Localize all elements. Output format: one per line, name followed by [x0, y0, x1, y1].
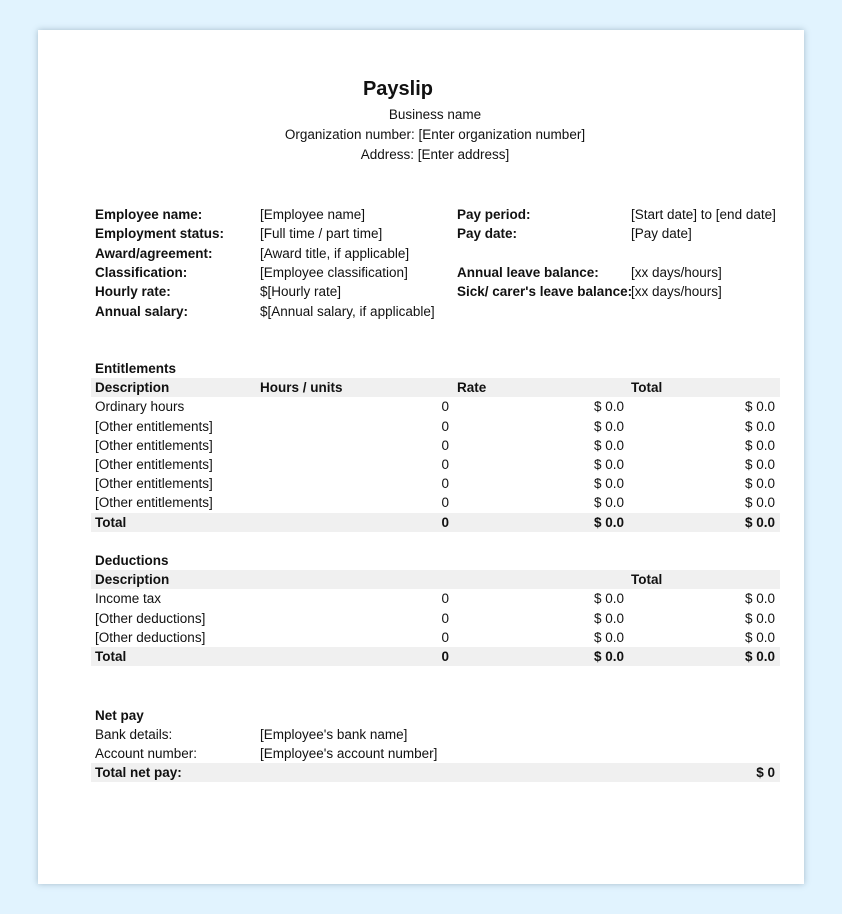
employee-field-value: [Employee name] [260, 207, 366, 222]
employee-field-label: Award/agreement: [95, 245, 213, 261]
cell-hours: 0 [441, 399, 449, 415]
column-header: Total [631, 380, 663, 396]
cell-hours: 0 [441, 591, 449, 607]
cell-description: [Other entitlements] [95, 437, 213, 453]
cell-hours: 0 [441, 437, 449, 453]
account-number-value: [Employee's account number] [260, 746, 438, 761]
cell-description: [Other deductions] [95, 610, 206, 626]
employee-field-label: Hourly rate: [95, 284, 171, 300]
cell-rate: $ 0.0 [593, 418, 624, 434]
header-band [91, 570, 780, 590]
pay-field-value: [Start date] to [end date] [631, 207, 776, 222]
column-header: Description [95, 380, 170, 396]
cell-description: [Other deductions] [95, 629, 206, 645]
employee-field-label: Classification: [95, 264, 188, 280]
organization-number: Organization number: [Enter organization… [284, 127, 586, 142]
cell-description: Ordinary hours [95, 399, 185, 415]
net-pay-title: Net pay [95, 708, 144, 723]
address: Address: [Enter address] [360, 147, 510, 162]
cell-rate: $ 0.0 [593, 495, 624, 511]
cell-total: $ 0.0 [744, 649, 775, 664]
total-band [91, 647, 780, 666]
cell-rate: $ 0.0 [593, 514, 624, 530]
column-header: Hours / units [260, 380, 343, 396]
cell-hours: 0 [441, 495, 449, 511]
payslip-page [38, 30, 804, 884]
cell-rate: $ 0.0 [593, 591, 624, 607]
employee-field-label: Annual salary: [95, 303, 189, 319]
cell-total: $ 0.0 [744, 591, 775, 607]
cell-rate: $ 0.0 [593, 457, 624, 472]
cell-total: $ 0.0 [744, 418, 775, 434]
employee-field-value: [Award title, if applicable] [260, 245, 410, 261]
cell-rate: $ 0.0 [593, 610, 624, 626]
cell-hours: 0 [441, 476, 449, 492]
business-name: Business name [388, 107, 482, 122]
account-number-label: Account number: [95, 746, 198, 761]
entitlements-title: Entitlements [95, 361, 177, 376]
employee-field-value: $[Hourly rate] [260, 284, 342, 300]
pay-field-label: Sick/ carer's leave balance: [457, 284, 633, 300]
cell-description: [Other entitlements] [95, 495, 213, 511]
cell-hours: 0 [441, 649, 449, 664]
cell-rate: $ 0.0 [593, 399, 624, 415]
pay-field-label: Pay period: [457, 207, 531, 222]
cell-description: [Other entitlements] [95, 457, 213, 472]
employee-field-value: $[Annual salary, if applicable] [260, 303, 435, 319]
cell-total: $ 0.0 [744, 476, 775, 492]
column-header: Description [95, 572, 170, 588]
employee-field-value: [Full time / part time] [260, 226, 383, 242]
cell-total: $ 0.0 [744, 437, 775, 453]
column-header: Rate [457, 380, 487, 396]
cell-hours: 0 [441, 514, 449, 530]
pay-field-label: Annual leave balance: [457, 264, 599, 280]
employee-field-value: [Employee classification] [260, 264, 408, 280]
cell-total: $ 0.0 [744, 495, 775, 511]
cell-total: $ 0.0 [744, 457, 775, 472]
cell-hours: 0 [441, 418, 449, 434]
pay-field-value: [xx days/hours] [631, 284, 722, 300]
cell-rate: $ 0.0 [593, 649, 624, 664]
total-band [91, 512, 780, 532]
cell-hours: 0 [441, 629, 449, 645]
cell-total: $ 0.0 [744, 610, 775, 626]
cell-description: [Other entitlements] [95, 476, 213, 492]
pay-field-label: Pay date: [457, 226, 518, 242]
cell-description: Total [95, 649, 127, 664]
deductions-title: Deductions [95, 553, 169, 568]
pay-field-value: [xx days/hours] [631, 264, 722, 280]
cell-hours: 0 [441, 457, 449, 472]
header-band [91, 378, 780, 398]
bank-details-value: [Employee's bank name] [260, 727, 408, 742]
cell-description: [Other entitlements] [95, 418, 213, 434]
page-title: Payslip [362, 78, 434, 100]
total-net-pay-label: Total net pay: [95, 765, 182, 780]
cell-description: Total [95, 514, 127, 530]
bank-details-label: Bank details: [95, 727, 173, 742]
employee-field-label: Employment status: [95, 226, 225, 242]
pay-field-value: [Pay date] [631, 226, 692, 242]
total-net-pay-value: $ 0 [756, 765, 775, 780]
net-pay-band [91, 763, 780, 782]
cell-description: Income tax [95, 591, 162, 607]
employee-field-label: Employee name: [95, 207, 203, 222]
column-header: Total [631, 572, 663, 588]
cell-total: $ 0.0 [744, 514, 775, 530]
cell-rate: $ 0.0 [593, 476, 624, 492]
cell-rate: $ 0.0 [593, 437, 624, 453]
cell-total: $ 0.0 [744, 629, 775, 645]
cell-rate: $ 0.0 [593, 629, 624, 645]
cell-total: $ 0.0 [744, 399, 775, 415]
cell-hours: 0 [441, 610, 449, 626]
